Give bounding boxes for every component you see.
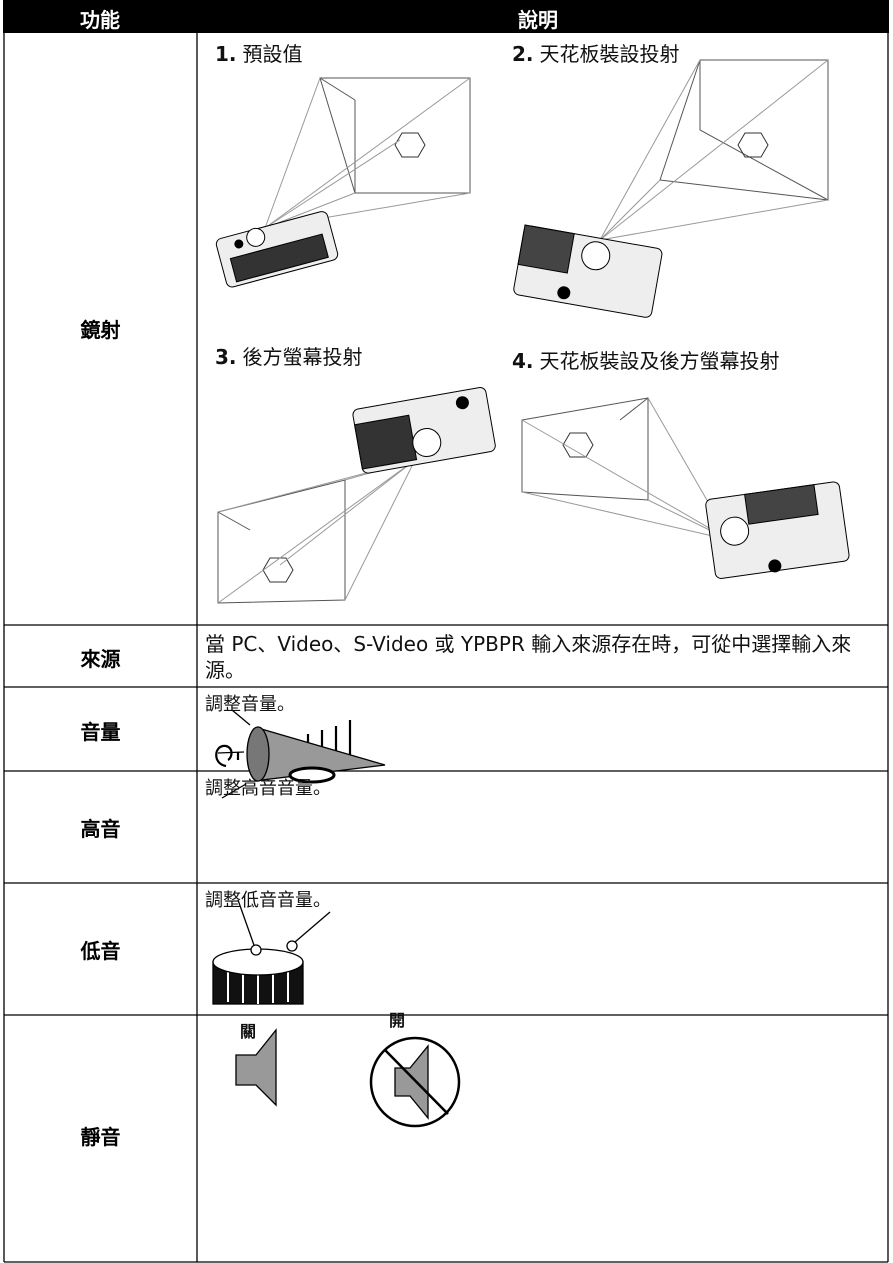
description: 調整低音音量。 (205, 890, 331, 911)
header-cell: 說明 (518, 8, 558, 32)
row-name: 鏡射 (80, 318, 121, 342)
description: 當 PC、Video、S-Video 或 YPBPR 輸入來源存在時，可從中選擇… (205, 632, 852, 682)
option-label: 預設值 (242, 42, 303, 66)
option-label: 天花板裝設及後方螢幕投射 (539, 349, 780, 373)
header-bar (3, 0, 889, 33)
option-number: 1. (215, 42, 237, 66)
option-label: 後方螢幕投射 (242, 345, 363, 369)
header-cell: 功能 (80, 8, 120, 32)
option-number: 3. (215, 345, 237, 369)
option-number: 2. (512, 42, 534, 66)
row-name: 靜音 (80, 1125, 121, 1149)
state-label: 開 (389, 1011, 406, 1030)
description: 調整音量。 (205, 694, 295, 715)
option-label: 天花板裝設投射 (539, 42, 680, 66)
option-number: 4. (512, 349, 534, 373)
row-name: 高音 (80, 817, 121, 841)
option: 3. 後方螢幕投射 (215, 341, 363, 370)
option: 1. 預設值 (215, 38, 303, 67)
option: 4. 天花板裝設及後方螢幕投射 (512, 345, 780, 374)
option: 2. 天花板裝設投射 (512, 38, 680, 67)
description: 調整高音音量。 (205, 778, 331, 799)
row-name: 來源 (80, 647, 121, 671)
state-label: 關 (240, 1022, 257, 1041)
row-name: 低音 (80, 939, 121, 963)
row-name: 音量 (80, 720, 121, 744)
